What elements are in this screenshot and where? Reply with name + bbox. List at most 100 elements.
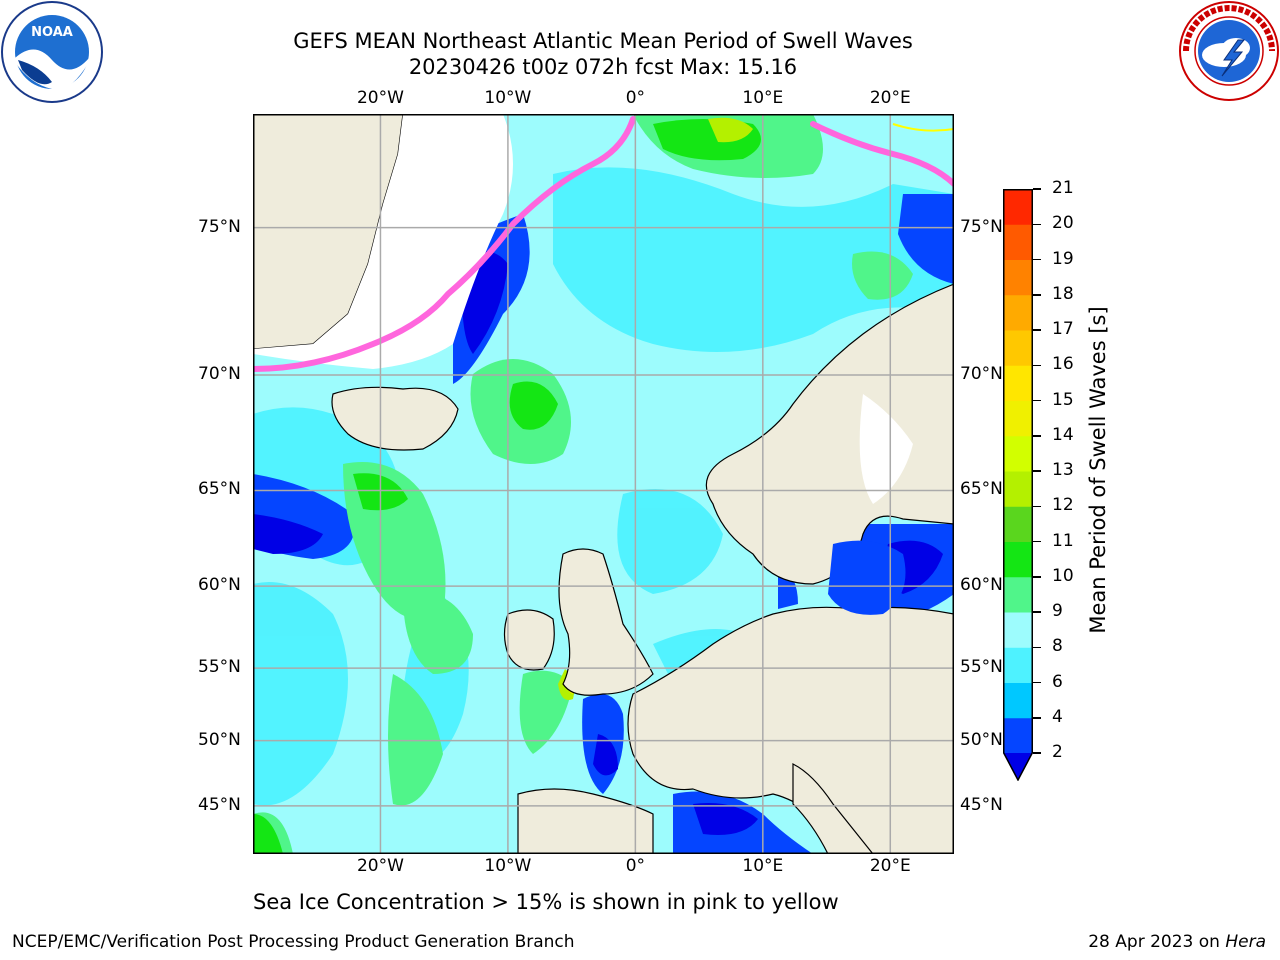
colorbar-segment [1003,541,1033,578]
colorbar-tick-mark [1033,435,1041,437]
colorbar-extend-min [1003,753,1033,781]
colorbar-title: Mean Period of Swell Waves [s] [1086,306,1110,634]
colorbar-segment [1003,471,1033,507]
longitude-label: 10°E [742,856,784,876]
colorbar-segment [1003,682,1033,719]
map-panel [253,114,954,854]
noaa-logo-text: NOAA [31,25,73,40]
latitude-label: 65°N [198,479,241,500]
colorbar-tick-mark [1033,223,1041,225]
latitude-label: 70°N [960,363,1003,384]
colorbar-segment [1003,435,1033,472]
longitude-label: 20°E [869,856,911,876]
footer-date: 28 Apr 2023 on Hera [1088,932,1266,952]
swell-period-map [253,114,954,854]
colorbar-tick-mark [1033,329,1041,331]
ireland [503,609,555,671]
latitude-label: 45°N [198,794,241,815]
colorbar-tick-label: 2 [1052,742,1063,762]
colorbar-tick-label: 16 [1052,354,1074,375]
colorbar-tick-mark [1033,717,1041,719]
latitude-label: 75°N [198,216,241,237]
colorbar-segment [1003,330,1033,366]
latitude-label: 45°N [960,794,1003,815]
colorbar-tick-label: 11 [1052,530,1074,551]
colorbar-segment [1003,400,1033,437]
colorbar-tick-mark [1033,258,1041,261]
colorbar-tick-label: 9 [1052,601,1063,621]
latitude-label: 55°N [960,657,1003,678]
colorbar-tick-mark [1033,294,1041,296]
colorbar-tick-mark [1033,752,1041,754]
iceland [331,386,459,451]
sea-ice-caption: Sea Ice Concentration > 15% is shown in … [253,890,839,914]
colorbar-segment [1003,294,1033,331]
longitude-label: 10°W [484,88,532,108]
colorbar-tick-mark [1033,540,1041,543]
colorbar-segment [1003,189,1033,225]
sea-ice-edge-yellow [892,123,954,132]
nws-logo-icon [1179,1,1279,101]
latitude-label: 50°N [198,729,241,750]
footer-date-text: 28 Apr 2023 on [1088,932,1220,952]
colorbar-segment [1003,647,1033,683]
colorbar-tick-mark [1033,646,1041,648]
colorbar-tick-mark [1033,611,1041,613]
latitude-label: 70°N [198,363,241,384]
longitude-label: 10°E [742,88,784,108]
longitude-label: 20°W [356,88,404,108]
colorbar-tick-mark [1033,576,1041,578]
sea-ice-edge [253,116,954,372]
graticule [253,114,954,854]
colorbar-tick-label: 6 [1052,671,1063,692]
colorbar-segment [1003,224,1033,260]
colorbar-outline [1003,189,1033,781]
colorbar-segment [1003,259,1033,296]
baltic-sea [828,540,906,615]
colorbar-tick-label: 13 [1052,460,1074,480]
colorbar-tick-mark [1033,188,1041,190]
colorbar-tick-label: 20 [1052,213,1074,234]
colorbar-tick-label: 19 [1052,248,1074,269]
latitude-label: 65°N [960,479,1003,500]
no-data-ice [253,114,913,504]
footer-credit: NCEP/EMC/Verification Post Processing Pr… [12,932,575,952]
colorbar-tick-label: 14 [1052,424,1074,445]
longitude-label: 20°W [356,856,404,876]
colorbar-tick-label: 4 [1052,706,1063,727]
longitude-label: 10°W [484,856,532,876]
colorbar-tick-label: 8 [1052,636,1063,657]
italy [792,763,874,854]
colorbar-segment [1003,612,1033,648]
colorbar-segment [1003,506,1033,542]
colorbar-tick-label: 15 [1052,389,1074,410]
colorbar-tick-label: 12 [1052,495,1074,516]
map-title: GEFS MEAN Northeast Atlantic Mean Period… [293,29,913,53]
longitude-label: 0° [625,856,646,876]
latitude-label: 50°N [960,729,1003,750]
colorbar-tick-label: 17 [1052,319,1074,339]
latitude-label: 60°N [198,575,241,596]
colorbar-tick-label: 18 [1052,283,1074,304]
map-frame [253,114,954,854]
noaa-logo-icon: NOAA [1,1,103,103]
colorbar-tick-label: 10 [1052,565,1074,586]
colorbar-segment [1003,717,1033,754]
colorbar-tick-mark [1033,681,1041,684]
colorbar-tick-mark [1033,470,1041,472]
colorbar-tick-mark [1033,364,1041,366]
colorbar-segment [1003,365,1033,401]
colorbar-tick-mark [1033,505,1041,507]
latitude-label: 75°N [960,216,1003,237]
colorbar-tick-label: 21 [1052,178,1074,198]
longitude-label: 0° [625,88,646,108]
map-subtitle: 20230426 t00z 072h fcst Max: 15.16 [408,55,798,79]
colorbar [1003,189,1033,781]
longitude-label: 20°E [869,88,911,108]
latitude-label: 55°N [198,657,241,678]
continental-europe [627,606,954,854]
latitude-label: 60°N [960,575,1003,596]
colorbar-segment [1003,576,1033,613]
colorbar-tick-mark [1033,399,1041,402]
footer-host: Hera [1225,932,1266,952]
